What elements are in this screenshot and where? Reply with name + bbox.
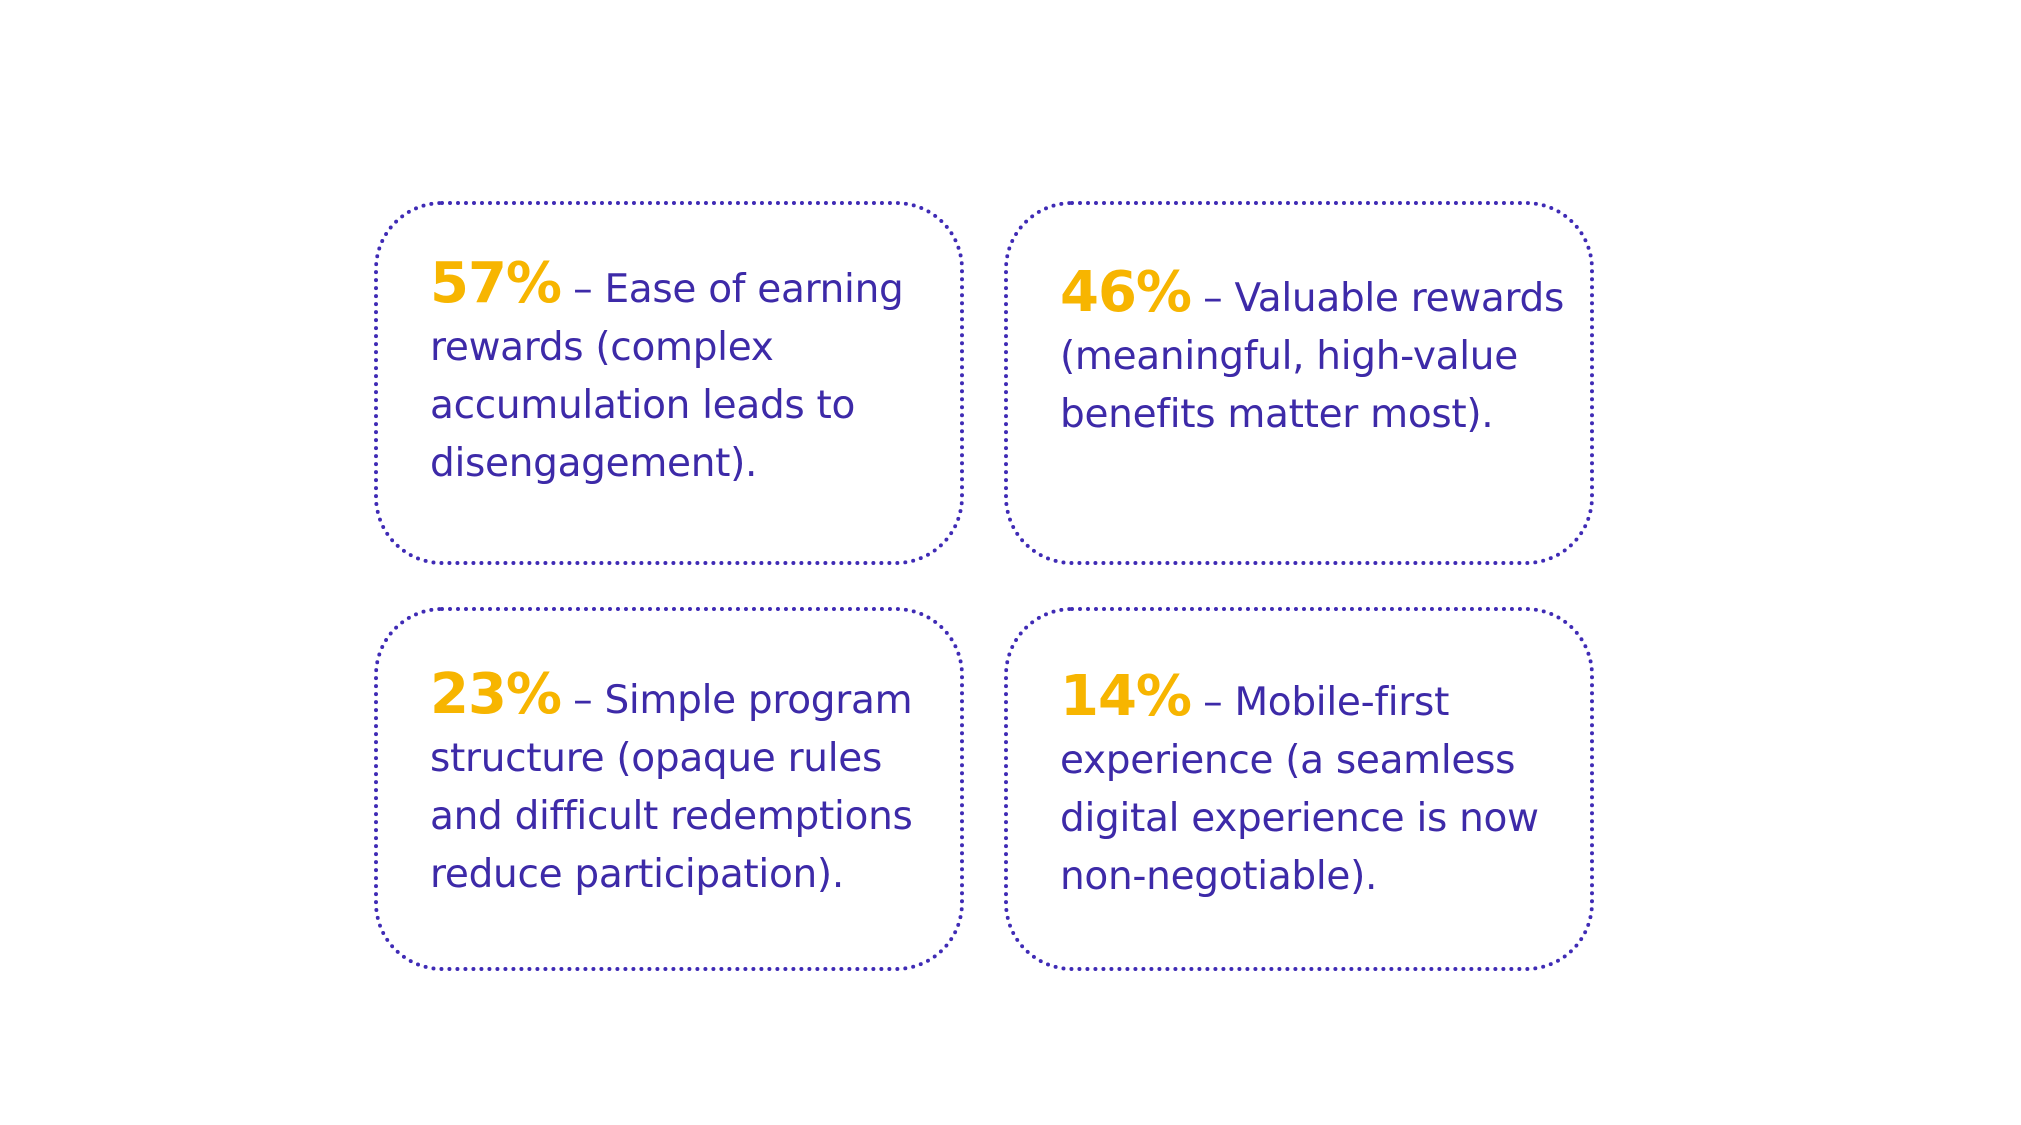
stat-card-text: 14% – Mobile-first experience (a seamles… xyxy=(1060,668,1566,906)
stat-description: – Mobile-first experience (a seamless di… xyxy=(1060,680,1539,899)
stat-card-valuable-rewards: 46% – Valuable rewards (meaningful, high… xyxy=(1004,201,1594,565)
stat-card-ease-of-earning: 57% – Ease of earning rewards (complex a… xyxy=(374,201,964,565)
stat-percent: 23% xyxy=(430,662,562,727)
stat-description: – Ease of earning rewards (complex accum… xyxy=(430,267,904,486)
stat-percent: 14% xyxy=(1060,664,1192,729)
stat-card-simple-structure: 23% – Simple program structure (opaque r… xyxy=(374,607,964,971)
stat-card-text: 57% – Ease of earning rewards (complex a… xyxy=(430,255,936,493)
stat-description: – Valuable rewards (meaningful, high-val… xyxy=(1060,276,1565,437)
stat-percent: 46% xyxy=(1060,260,1192,325)
stat-description: – Simple program structure (opaque rules… xyxy=(430,678,913,897)
stat-card-mobile-first: 14% – Mobile-first experience (a seamles… xyxy=(1004,607,1594,971)
stat-card-text: 23% – Simple program structure (opaque r… xyxy=(430,666,936,904)
stat-card-text: 46% – Valuable rewards (meaningful, high… xyxy=(1060,264,1566,444)
stat-percent: 57% xyxy=(430,251,562,316)
